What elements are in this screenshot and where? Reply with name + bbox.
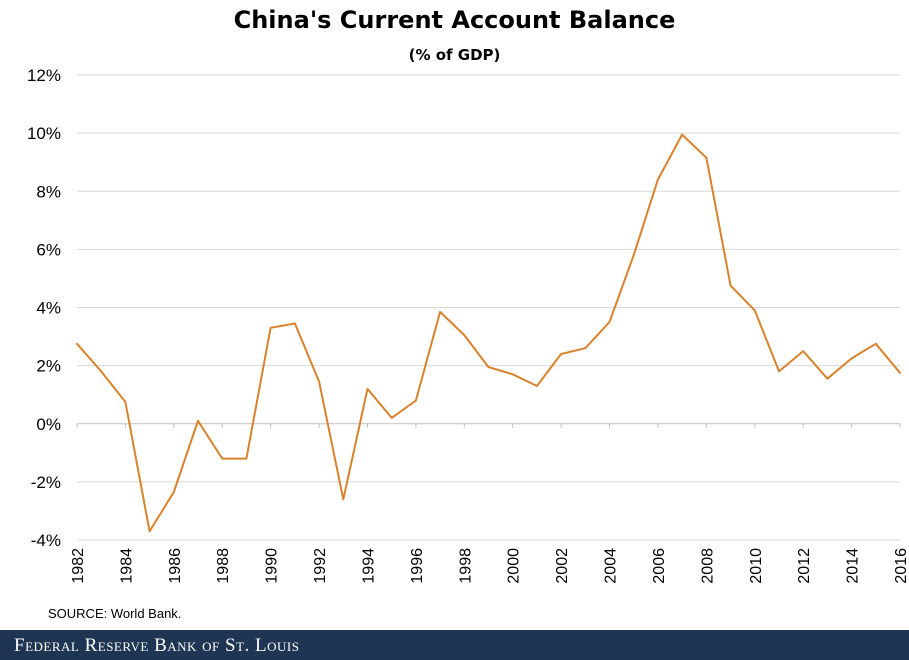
x-tick-label: 1994 (360, 548, 377, 584)
x-tick-label: 2006 (651, 548, 668, 584)
x-tick-label: 1990 (264, 548, 281, 584)
chart-title: China's Current Account Balance (233, 6, 676, 34)
series-layer (76, 133, 901, 533)
y-tick-label: 4% (36, 299, 61, 318)
x-tick-label: 1986 (167, 548, 184, 584)
grid-lines (77, 74, 900, 541)
x-tick-label: 2004 (603, 548, 620, 584)
x-tick-label: 1982 (70, 548, 87, 584)
y-tick-label: 0% (36, 415, 61, 434)
y-tick-label: -2% (31, 473, 61, 492)
y-tick-label: 10% (27, 124, 61, 143)
x-tick-label: 1996 (409, 548, 426, 584)
y-tick-label: -4% (31, 531, 61, 550)
source-note: SOURCE: World Bank. (48, 606, 182, 621)
x-tick-label: 2008 (699, 548, 716, 584)
footer-bar: Federal Reserve Bank of St. Louis (0, 630, 909, 660)
y-tick-label: 8% (36, 182, 61, 201)
x-tick-label: 2010 (748, 548, 765, 584)
x-tick-label: 2000 (506, 548, 523, 584)
footer-brand: Federal Reserve Bank of St. Louis (14, 635, 300, 656)
series-line (76, 133, 901, 533)
y-tick-label: 12% (27, 66, 61, 85)
y-tick-label: 2% (36, 357, 61, 376)
x-tick-label: 2016 (893, 548, 909, 584)
x-tick-label: 1984 (118, 548, 135, 584)
x-tick-label: 2014 (845, 548, 862, 584)
chart-subtitle: (% of GDP) (408, 46, 501, 64)
x-tick-label: 1998 (457, 548, 474, 584)
x-tick-label: 1992 (312, 548, 329, 584)
x-tick-label: 2002 (554, 548, 571, 584)
x-tick-label: 2012 (796, 548, 813, 584)
y-axis-ticks: -4% -2% 0% 2% 4% 6% 8% 10% 12% (27, 66, 61, 550)
axes (76, 423, 901, 428)
x-axis-ticks: 1982 1984 1986 1988 1990 1992 1994 1996 1998 2000… (70, 548, 909, 584)
x-tick-label: 1988 (215, 548, 232, 584)
y-tick-label: 6% (36, 240, 61, 259)
chart-plot: -4%-2%0%2%4%6%8%10%12% 1982 1984 1986 1988 1… (27, 66, 909, 584)
